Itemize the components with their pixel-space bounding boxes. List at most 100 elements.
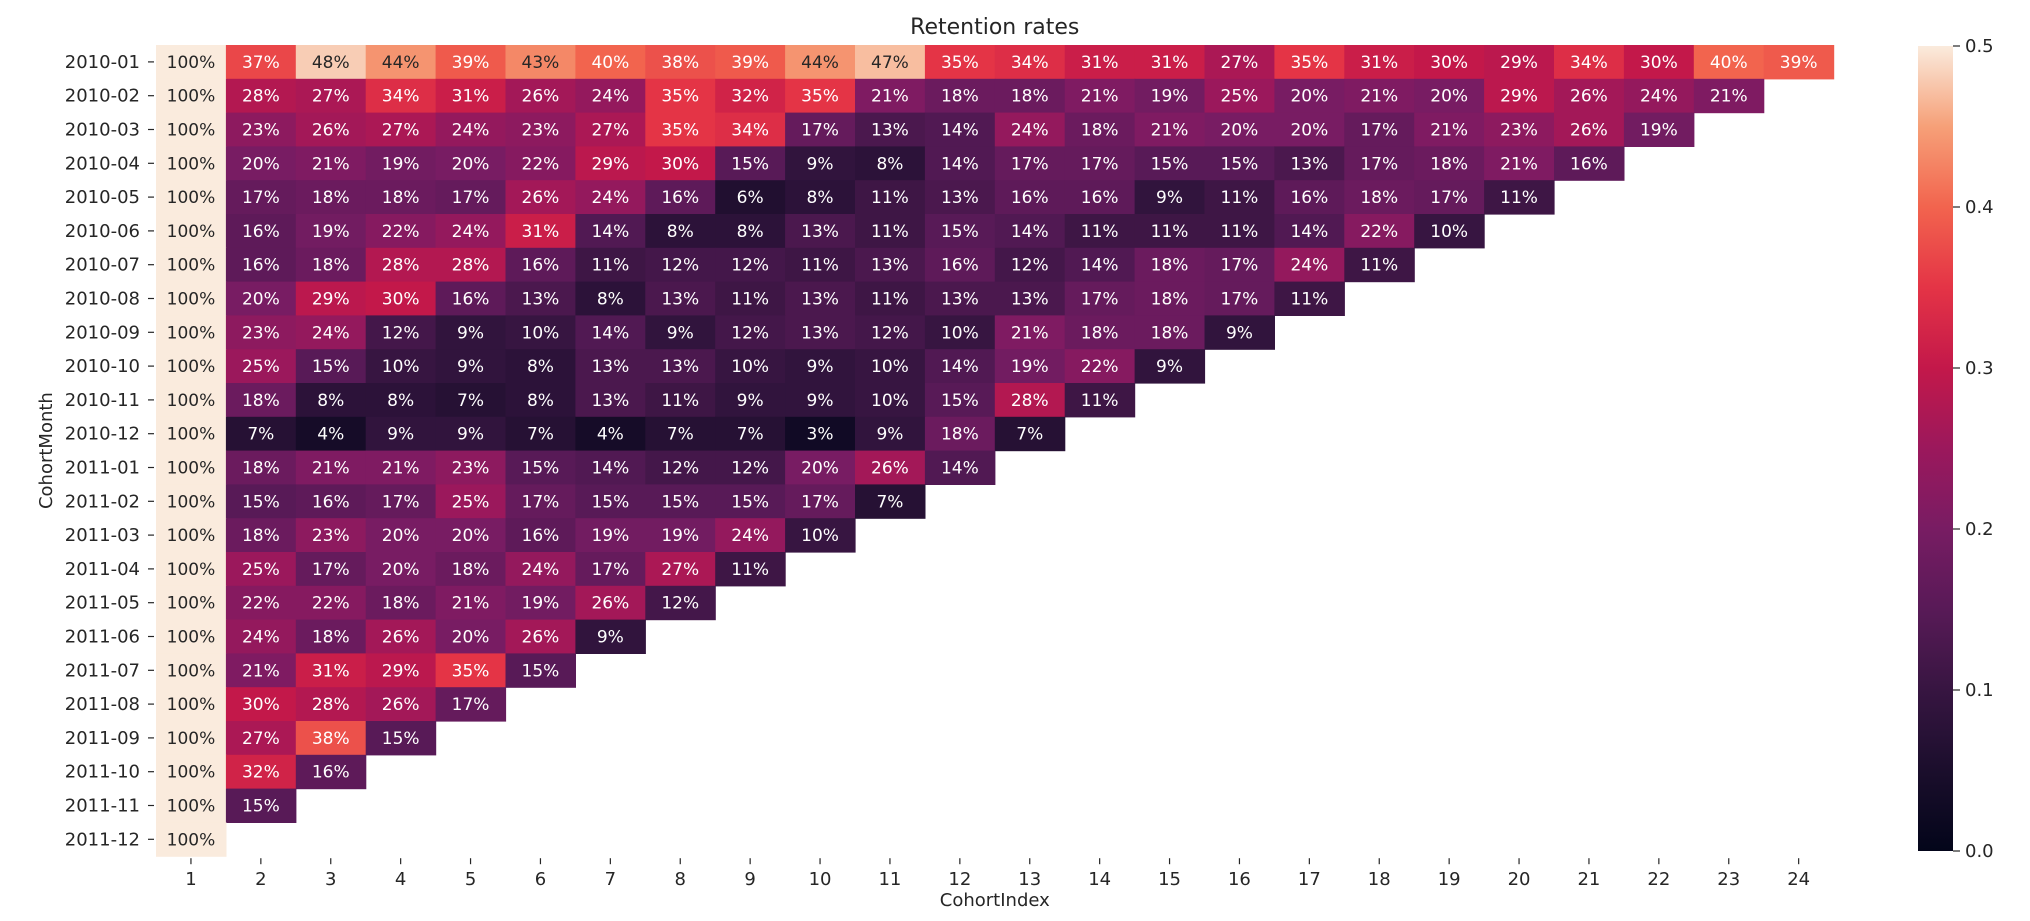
- heatmap-cell-label: 100%: [167, 121, 216, 141]
- heatmap-cell: [505, 585, 576, 621]
- heatmap-cell: [365, 315, 437, 350]
- heatmap-cell-label: 9%: [807, 357, 834, 377]
- heatmap-cell-label: 12%: [871, 323, 909, 343]
- x-tick-label: 12: [948, 869, 971, 890]
- heatmap-cell-label: 10%: [941, 323, 979, 343]
- heatmap-cell: [295, 653, 367, 688]
- heatmap-cell: [1134, 281, 1206, 316]
- heatmap-cell: [225, 214, 297, 249]
- x-tick-label: 16: [1228, 869, 1251, 890]
- heatmap-cell: [225, 45, 297, 80]
- heatmap-cell: [225, 416, 297, 452]
- heatmap-cell: [785, 180, 856, 215]
- heatmap-cell: [505, 484, 576, 519]
- heatmap-cell-label: 11%: [1221, 188, 1259, 208]
- x-tick-label: 21: [1577, 869, 1600, 890]
- heatmap-cell-label: 17%: [382, 492, 420, 512]
- colorbar-tick-label: 0.1: [1965, 680, 1994, 701]
- heatmap-cell: [1064, 247, 1136, 283]
- heatmap-cell: [1204, 45, 1275, 80]
- heatmap-cell: [225, 247, 297, 283]
- heatmap-cell-label: 9%: [1226, 323, 1253, 343]
- heatmap-cell-label: 7%: [1016, 425, 1043, 445]
- heatmap-cell-label: 17%: [1360, 121, 1398, 141]
- heatmap-cell: [855, 214, 926, 249]
- heatmap-cell: [156, 45, 227, 80]
- heatmap-cell: [156, 146, 227, 181]
- heatmap-cell: [924, 281, 996, 316]
- heatmap-cell: [505, 653, 576, 688]
- heatmap-cell: [435, 146, 507, 181]
- x-tick-label: 6: [535, 869, 546, 890]
- heatmap-cell-label: 48%: [312, 53, 350, 73]
- x-tick-label: 15: [1158, 869, 1181, 890]
- heatmap-cell-label: 11%: [801, 256, 839, 276]
- heatmap-cell: [156, 552, 227, 587]
- heatmap-cell: [435, 484, 507, 519]
- heatmap-cell: [1274, 281, 1345, 316]
- heatmap-cell-label: 10%: [382, 357, 420, 377]
- x-tick-labels: 1 2 3 4 5 6 7 8 9 10 11 12 13 14 15 16 17 18 19 20 21 22 23 24: [185, 858, 1810, 890]
- heatmap-cell-label: 26%: [871, 459, 909, 479]
- y-tick-label: 2010-10: [65, 356, 140, 377]
- y-tick-label: 2011-07: [65, 660, 140, 681]
- heatmap-cell-label: 15%: [591, 492, 629, 512]
- heatmap-cell: [645, 146, 716, 181]
- heatmap-cell-label: 15%: [522, 459, 560, 479]
- heatmap-cell-label: 17%: [522, 492, 560, 512]
- heatmap-cell-label: 8%: [876, 154, 903, 174]
- heatmap-cell-label: 30%: [1640, 53, 1678, 73]
- heatmap-cell: [1344, 180, 1415, 215]
- y-tick-label: 2010-04: [65, 153, 140, 174]
- heatmap-cell: [1204, 214, 1275, 249]
- heatmap-cell-label: 18%: [1430, 154, 1468, 174]
- heatmap-cell: [575, 78, 646, 114]
- heatmap-cell: [1134, 214, 1206, 249]
- heatmap-cell: [295, 383, 367, 418]
- heatmap-cell: [295, 619, 367, 654]
- heatmap-cell-label: 16%: [661, 188, 699, 208]
- heatmap-cell: [435, 585, 507, 621]
- heatmap-cell-label: 31%: [522, 222, 560, 242]
- heatmap-cell: [1344, 78, 1415, 114]
- heatmap-cell: [924, 214, 996, 249]
- heatmap-cell-label: 15%: [941, 222, 979, 242]
- heatmap-cell: [295, 687, 367, 722]
- y-tick-label: 2011-10: [65, 762, 140, 783]
- heatmap-cell-label: 40%: [1710, 53, 1748, 73]
- heatmap-cell-label: 16%: [312, 492, 350, 512]
- heatmap-cell: [1693, 78, 1765, 114]
- heatmap-cell-label: 22%: [312, 594, 350, 614]
- heatmap-cell-label: 47%: [871, 53, 909, 73]
- heatmap-cell: [924, 383, 996, 418]
- heatmap-cell-label: 34%: [1011, 53, 1049, 73]
- heatmap-cell: [1484, 146, 1555, 181]
- heatmap-cell-label: 19%: [1151, 87, 1189, 107]
- heatmap-cell: [994, 383, 1066, 418]
- heatmap-cell: [994, 247, 1066, 283]
- heatmap-cell-label: 12%: [1011, 256, 1049, 276]
- heatmap-cell-label: 10%: [871, 357, 909, 377]
- heatmap-cell: [225, 552, 297, 587]
- heatmap-cell: [295, 78, 367, 114]
- heatmap-cell-label: 34%: [382, 87, 420, 107]
- heatmap-cell: [295, 146, 367, 181]
- heatmap-cell-label: 24%: [1290, 256, 1328, 276]
- heatmap-cell: [505, 450, 576, 485]
- heatmap-cell: [715, 281, 786, 316]
- heatmap-cell-label: 29%: [1500, 87, 1538, 107]
- heatmap-cell-label: 26%: [1570, 121, 1608, 141]
- heatmap-cell-label: 35%: [1290, 53, 1328, 73]
- heatmap-cell: [1344, 112, 1415, 147]
- heatmap-cell-label: 28%: [382, 256, 420, 276]
- y-tick-label: 2010-05: [65, 187, 140, 208]
- heatmap-cell: [785, 383, 856, 418]
- x-tick-label: 2: [255, 869, 266, 890]
- x-tick-label: 23: [1717, 869, 1740, 890]
- heatmap-cell: [156, 619, 227, 654]
- heatmap-cell-label: 20%: [382, 526, 420, 546]
- heatmap-cell-label: 13%: [522, 290, 560, 310]
- heatmap-cell-label: 31%: [1360, 53, 1398, 73]
- heatmap-cell-label: 16%: [1081, 188, 1119, 208]
- heatmap-cell-label: 9%: [387, 425, 414, 445]
